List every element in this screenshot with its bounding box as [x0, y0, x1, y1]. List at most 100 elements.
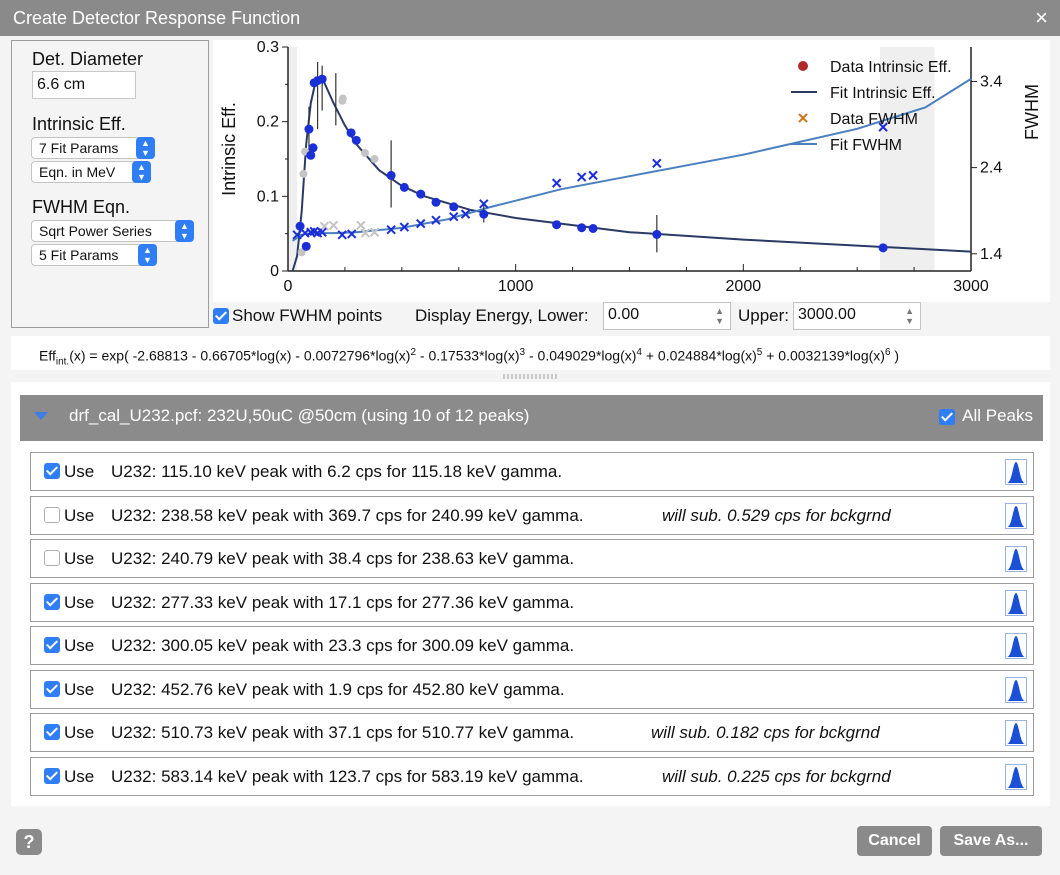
show-fwhm-label: Show FWHM points: [232, 306, 383, 325]
fwhm-data-point: [878, 122, 888, 132]
legend-label: Fit FWHM: [830, 137, 902, 154]
intrinsic-units-select[interactable]: Eqn. in MeV ▲ ▼: [31, 161, 151, 183]
peak-shape-icon[interactable]: [1005, 720, 1027, 746]
legend-label: Data Intrinsic Eff.: [830, 59, 952, 76]
eff-data-point: [306, 150, 316, 160]
cancel-button[interactable]: Cancel: [857, 826, 932, 856]
fwhm-data-point: [588, 170, 598, 181]
peak-shape-icon[interactable]: [1005, 459, 1027, 485]
eq-term-3: - 0.049029*log(x): [525, 347, 637, 364]
spinner-icon[interactable]: ▲ ▼: [905, 306, 914, 326]
eq-exp-2: 2: [410, 347, 417, 358]
peak-row: Use U232: 510.73 keV peak with 37.1 cps f…: [30, 713, 1034, 752]
energy-upper-input[interactable]: 3000.00 ▲ ▼: [793, 302, 921, 330]
y-left-axis-label: Intrinsic Eff.: [219, 102, 239, 196]
panel-splitter-handle[interactable]: [503, 374, 557, 379]
peak-shape-icon[interactable]: [1005, 502, 1027, 529]
fwhm-data-point: [652, 158, 662, 169]
peak-shape-icon[interactable]: [1005, 763, 1027, 790]
peak-use-label: Use: [64, 766, 95, 786]
intrinsic-units-value: Eqn. in MeV: [39, 164, 116, 180]
peak-shape-icon[interactable]: [1005, 546, 1027, 572]
peak-shape-icon[interactable]: [1005, 589, 1027, 616]
intrinsic-params-select[interactable]: 7 Fit Params ▲ ▼: [31, 137, 155, 159]
peak-use-checkbox[interactable]: [44, 724, 60, 740]
peak-use-checkbox[interactable]: [44, 593, 60, 610]
all-peaks-checkbox[interactable]: [939, 408, 956, 425]
y-right-tick-label: 2.4: [980, 160, 1002, 177]
eff-data-point: [878, 243, 888, 253]
file-header[interactable]: drf_cal_U232.pcf: 232U,50uC @50cm (using…: [20, 395, 1043, 441]
fwhm-data-point: [317, 227, 327, 237]
eff-data-point: [577, 223, 587, 233]
help-button[interactable]: ?: [16, 829, 42, 855]
energy-lower-label: Display Energy, Lower:: [415, 306, 589, 325]
eff-excluded-point: [338, 94, 347, 103]
peak-description: U232: 300.05 keV peak with 23.3 cps for …: [111, 636, 575, 655]
drf-chart-svg: 0 1000 2000 3000 0 0.1 0.2 0.3 1.4 2.4 3.4 Intrinsi…: [213, 40, 1050, 302]
collapse-triangle-icon[interactable]: [34, 412, 48, 420]
all-peaks-toggle[interactable]: All Peaks: [939, 395, 1033, 437]
peak-use-checkbox[interactable]: [44, 767, 60, 784]
fwhm-data-point: [551, 178, 562, 188]
fwhm-data-point: [460, 209, 471, 219]
fwhm-data-point: [431, 215, 441, 225]
eff-data-point: [346, 128, 356, 138]
peak-use-label: Use: [64, 723, 95, 742]
legend-label: Fit Intrinsic Eff.: [830, 85, 936, 102]
eff-data-point: [386, 170, 396, 180]
energy-lower-input[interactable]: 0.00 ▲ ▼: [603, 302, 731, 330]
det-diameter-input[interactable]: 6.6 cm: [32, 71, 136, 99]
dialog-footer: ? Cancel Save As...: [0, 810, 1060, 875]
eff-excluded-point: [297, 248, 306, 257]
eff-data-point: [552, 220, 562, 230]
dialog-titlebar[interactable]: Create Detector Response Function ×: [0, 0, 1060, 36]
fwhm-data-point: [386, 224, 396, 235]
eff-excluded-point: [299, 169, 308, 178]
peak-use-checkbox[interactable]: [44, 463, 60, 479]
eq-term-5: + 0.0032139*log(x): [762, 347, 885, 364]
chevron-updown-icon: ▲ ▼: [138, 244, 157, 266]
fwhm-excluded-point: [356, 220, 366, 231]
fwhm-form-select[interactable]: Sqrt Power Series ▲ ▼: [31, 220, 194, 242]
eff-data-point: [295, 221, 305, 231]
y-left-tick-label: 0.3: [257, 40, 279, 56]
fwhm-eqn-label: FWHM Eqn.: [32, 197, 131, 217]
peak-shape-icon[interactable]: [1005, 676, 1027, 703]
peak-use-label: Use: [64, 505, 95, 525]
save-as-button[interactable]: Save As...: [940, 826, 1042, 856]
eq-term-6: ): [890, 347, 900, 364]
eff-data-point: [399, 182, 409, 192]
peak-row: Use U232: 277.33 keV peak with 17.1 cps f…: [30, 582, 1034, 622]
background-sub-note: will sub. 0.182 cps for bckgrnd: [651, 723, 880, 742]
eff-data-point: [304, 124, 314, 134]
spinner-icon[interactable]: ▲ ▼: [715, 306, 724, 326]
show-fwhm-checkbox[interactable]: [213, 308, 229, 324]
peak-use-checkbox[interactable]: [44, 506, 60, 523]
efficiency-equation: Effint.(x) = exp( -2.68813 - 0.66705*log…: [11, 336, 1050, 370]
energy-upper-value: 3000.00: [798, 306, 856, 323]
fwhm-data-point: [479, 199, 489, 209]
background-sub-note: will sub. 0.225 cps for bckgrnd: [662, 766, 891, 786]
eff-data-point: [588, 223, 598, 233]
close-icon[interactable]: ×: [1035, 5, 1048, 30]
fwhm-excluded-point: [328, 220, 339, 231]
fwhm-excluded-point: [319, 221, 330, 231]
x-tick-label: 1000: [498, 278, 534, 295]
y-right-axis-label: FWHM: [1022, 84, 1042, 140]
fwhm-excluded-point: [360, 228, 371, 238]
eff-data-point: [416, 189, 426, 199]
eff-data-point: [479, 209, 489, 219]
intrinsic-eff-label: Intrinsic Eff.: [32, 114, 126, 134]
eff-data-point: [317, 74, 327, 84]
fwhm-params-select[interactable]: 5 Fit Params ▲ ▼: [31, 244, 157, 266]
det-diameter-label: Det. Diameter: [32, 49, 144, 69]
peak-use-checkbox[interactable]: [44, 637, 60, 653]
peak-use-checkbox[interactable]: [44, 550, 60, 566]
peak-shape-icon[interactable]: [1005, 633, 1027, 659]
plot-shaded-region: [288, 47, 298, 271]
peak-row: Use U232: 115.10 keV peak with 6.2 cps fo…: [30, 452, 1034, 491]
x-tick-label: 2000: [726, 278, 762, 295]
peak-use-checkbox[interactable]: [44, 680, 60, 697]
eq-lead-sub: int.: [55, 356, 70, 368]
